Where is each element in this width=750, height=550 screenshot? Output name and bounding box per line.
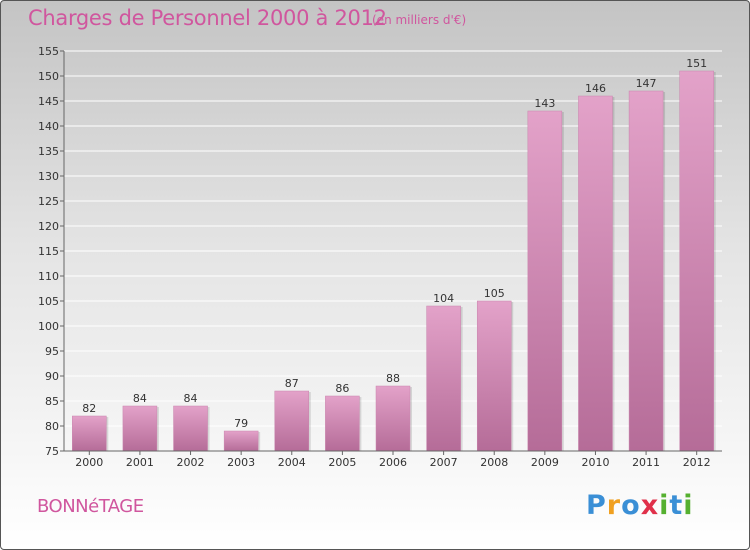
bar-value-label: 151	[686, 57, 707, 70]
bar-value-label: 146	[585, 82, 606, 95]
y-tick-label: 100	[38, 320, 59, 333]
bar-value-label: 87	[285, 377, 299, 390]
y-tick-label: 145	[38, 95, 59, 108]
bar-value-label: 147	[636, 77, 657, 90]
x-tick-label: 2008	[480, 456, 508, 469]
bar[interactable]	[476, 300, 512, 452]
x-tick-label: 2000	[75, 456, 103, 469]
chart-title: Charges de Personnel 2000 à 2012	[28, 6, 387, 30]
logo-letter: i	[683, 490, 694, 521]
y-tick-label: 155	[38, 45, 59, 58]
logo-letter: i	[659, 490, 670, 521]
logo-letter: r	[606, 490, 622, 521]
commune-name: BONNéTAGE	[37, 496, 144, 517]
x-tick-label: 2010	[581, 456, 609, 469]
y-tick-label: 80	[45, 420, 59, 433]
logo-letter: P	[586, 490, 607, 521]
bar-value-label: 105	[484, 287, 505, 300]
y-tick-label: 95	[45, 345, 59, 358]
logo-letter: o	[621, 490, 641, 521]
y-tick-label: 135	[38, 145, 59, 158]
axes: 75 80 85 90 95 100 105 110 115 120 125 130 135 140 145…	[38, 45, 722, 469]
bar[interactable]	[426, 305, 461, 452]
bar[interactable]	[679, 70, 714, 452]
bar[interactable]	[628, 90, 664, 452]
bar-value-label: 82	[82, 402, 96, 415]
x-tick-label: 2002	[177, 456, 205, 469]
x-tick-label: 2004	[278, 456, 306, 469]
y-tick-label: 75	[45, 445, 59, 458]
x-tick-label: 2009	[531, 456, 559, 469]
bars: 82 84 84 79 87 86 88 104 105 143 146 147 151	[72, 57, 716, 452]
bar-value-label: 84	[184, 392, 198, 405]
bar-value-label: 79	[234, 417, 248, 430]
x-tick-label: 2007	[430, 456, 458, 469]
proxiti-logo[interactable]: Proxiti	[586, 490, 694, 521]
y-tick-label: 130	[38, 170, 59, 183]
y-tick-label: 150	[38, 70, 59, 83]
bar[interactable]	[325, 395, 360, 452]
y-tick-label: 140	[38, 120, 59, 133]
y-tick-label: 110	[38, 270, 59, 283]
bar-value-label: 88	[386, 372, 400, 385]
y-tick-label: 125	[38, 195, 59, 208]
bar-value-label: 84	[133, 392, 147, 405]
bar[interactable]	[274, 390, 310, 452]
logo-letter: x	[640, 490, 660, 521]
x-tick-label: 2012	[683, 456, 711, 469]
y-tick-label: 115	[38, 245, 59, 258]
bar[interactable]	[223, 430, 259, 452]
bar-value-label: 86	[335, 382, 349, 395]
chart-subtitle: (en milliers d'€)	[372, 13, 467, 27]
y-tick-label: 120	[38, 220, 59, 233]
bar[interactable]	[122, 405, 158, 452]
bar[interactable]	[375, 385, 411, 452]
bar-value-label: 143	[534, 97, 555, 110]
y-tick-label: 85	[45, 395, 59, 408]
bar[interactable]	[72, 415, 107, 452]
x-tick-label: 2001	[126, 456, 154, 469]
x-tick-label: 2003	[227, 456, 255, 469]
bar[interactable]	[173, 405, 208, 452]
y-tick-label: 90	[45, 370, 59, 383]
x-tick-label: 2006	[379, 456, 407, 469]
x-tick-label: 2005	[328, 456, 356, 469]
logo-letter: t	[669, 490, 684, 521]
bar[interactable]	[578, 95, 613, 452]
bar-value-label: 104	[433, 292, 454, 305]
x-tick-label: 2011	[632, 456, 660, 469]
y-tick-label: 105	[38, 295, 59, 308]
bar[interactable]	[527, 110, 563, 452]
